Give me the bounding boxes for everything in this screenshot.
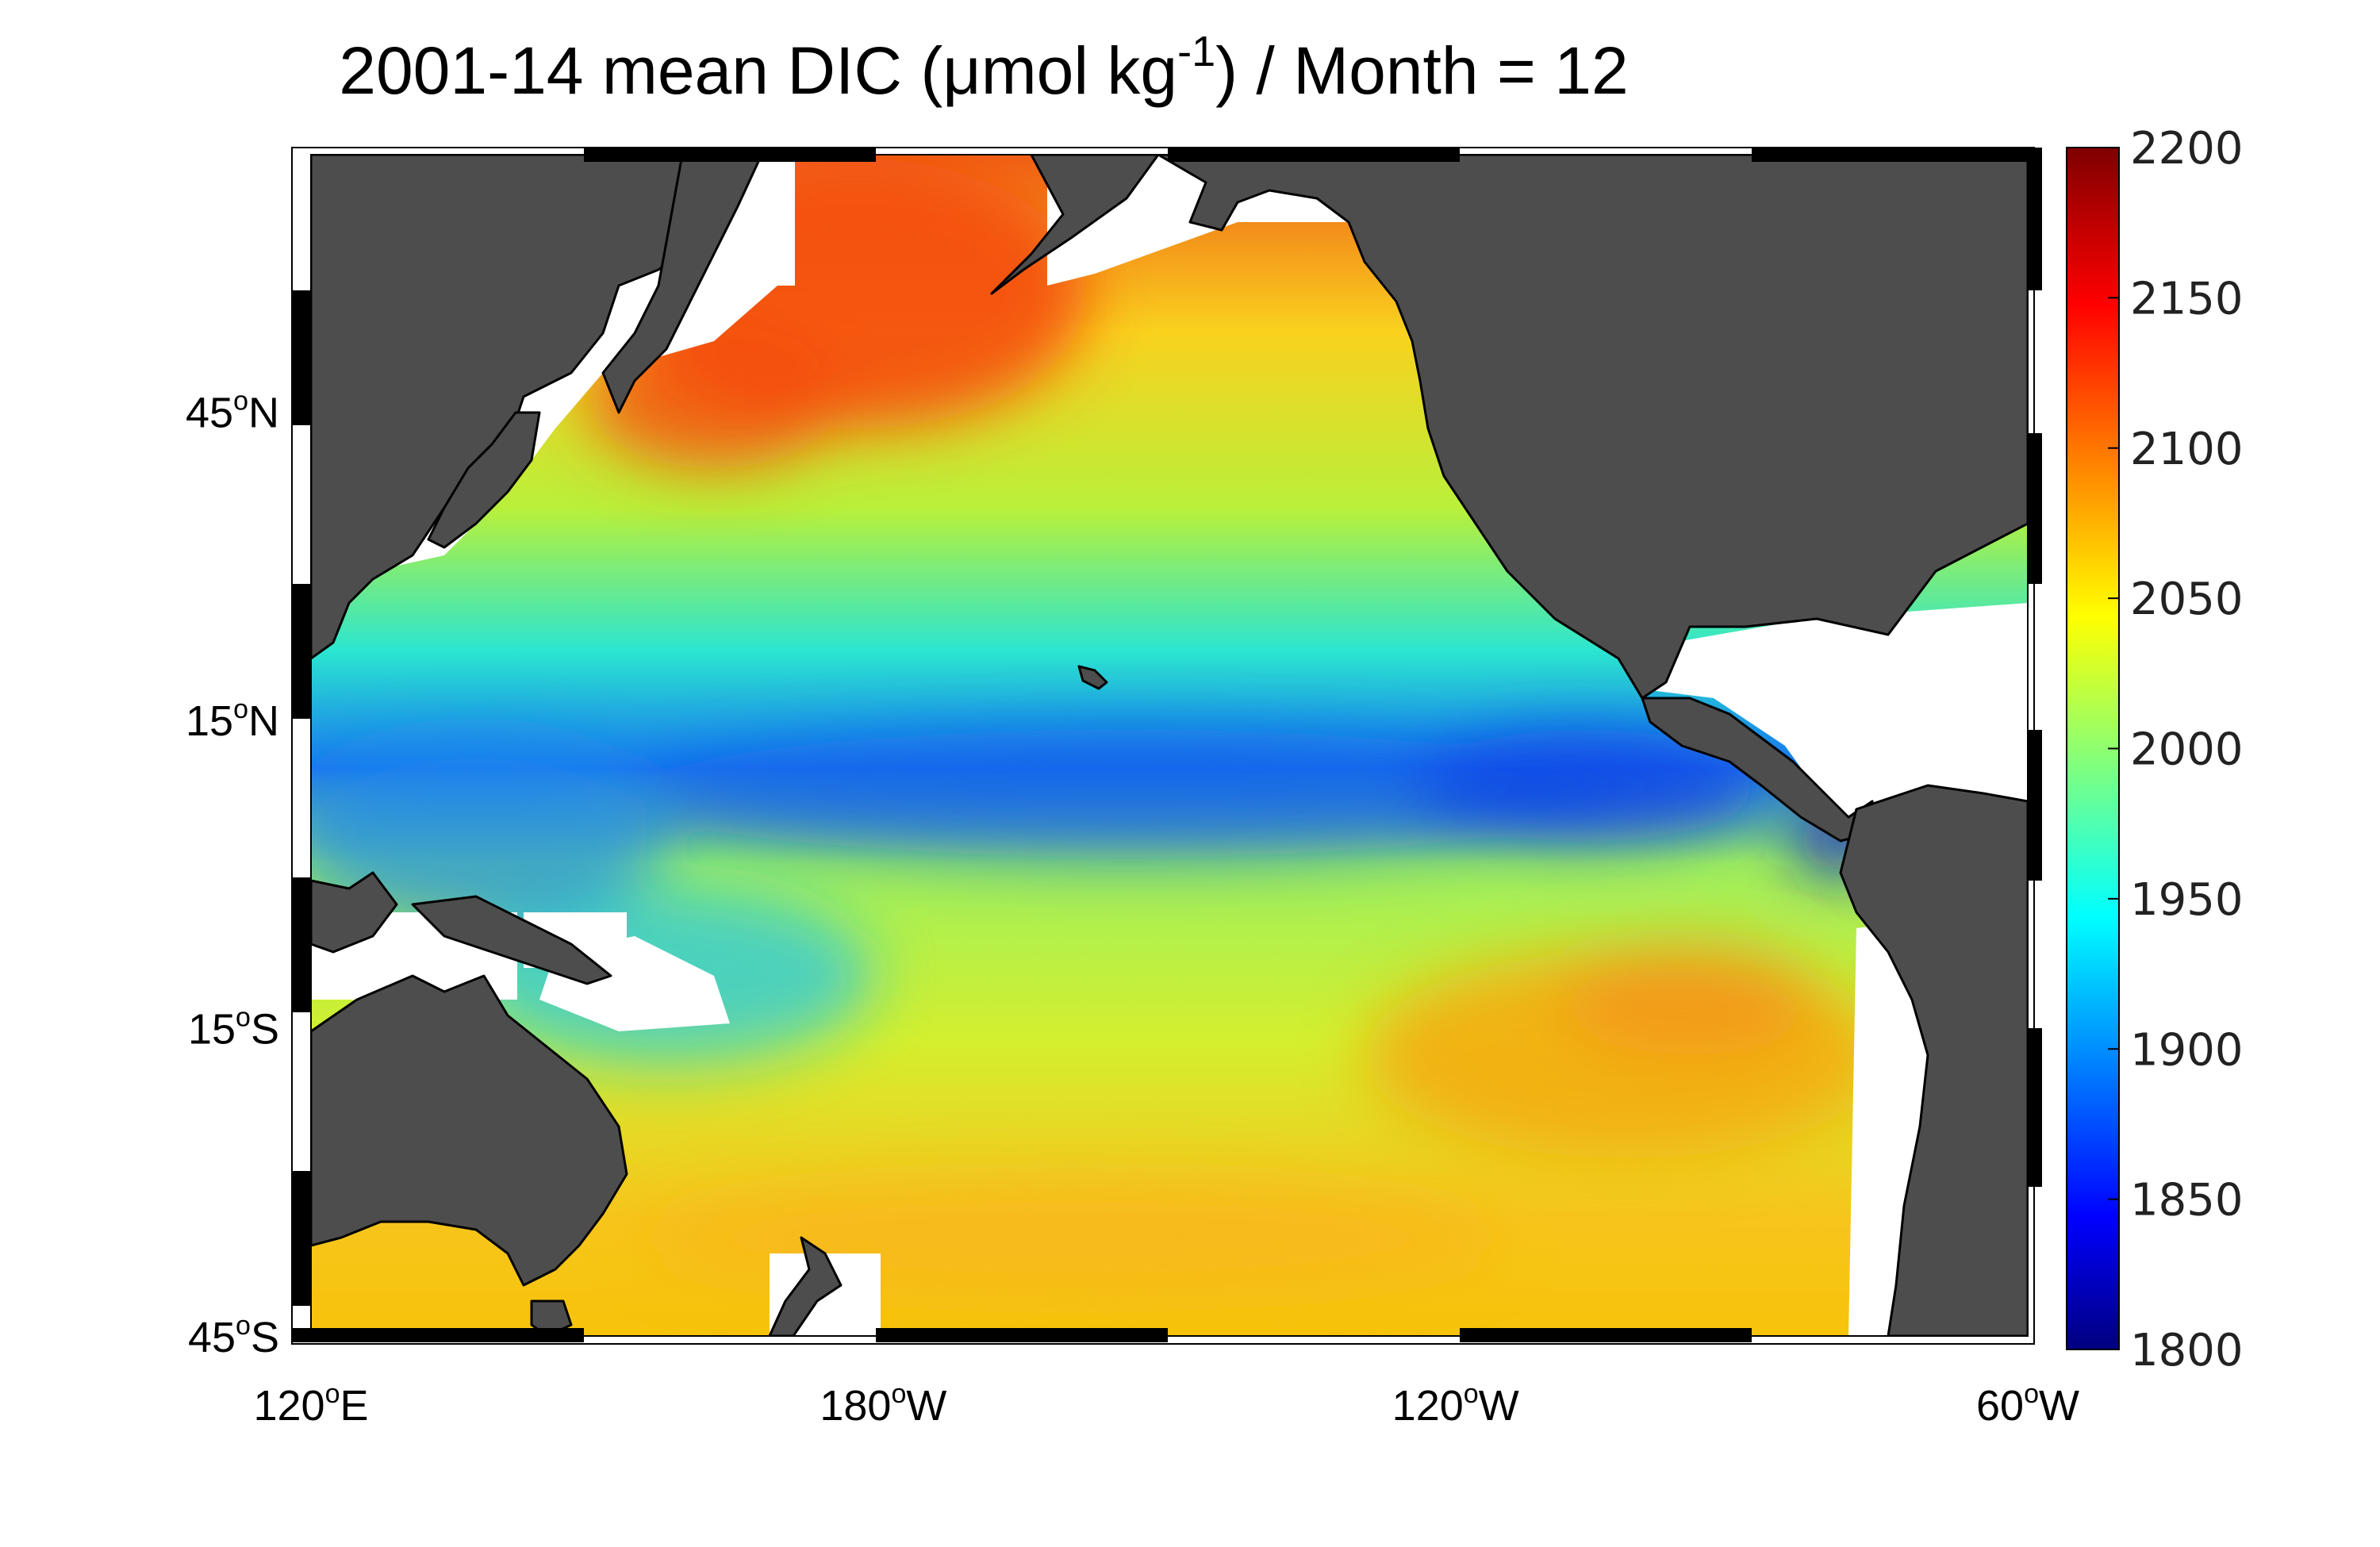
plot-area [311,155,2028,1336]
landmass-japan [427,411,541,549]
landmass-new-zealand [768,1236,843,1336]
colorbar-label-1900: 1900 [2130,1024,2244,1076]
map-title: 2001-14 mean DIC (μmol kg-1) / Month = 1… [301,28,1666,109]
frame-bars [292,148,2042,1342]
colorbar-label-2100: 2100 [2130,424,2244,475]
lat-label-45N: 45oN [186,386,279,437]
lat-label-45S: 45oS [188,1311,279,1361]
land-masses [311,155,2028,1336]
landmass-new-guinea [411,895,612,985]
title-prefix: 2001-14 mean DIC (μmol kg [339,33,1178,108]
colorbar-label-1850: 1850 [2130,1175,2244,1226]
lon-label-120W: 120oW [1392,1379,1519,1430]
colorbar-label-2050: 2050 [2130,574,2244,625]
colorbar-label-2150: 2150 [2130,273,2244,324]
colorbar-label-2000: 2000 [2130,724,2244,776]
lon-label-60W: 60oW [1976,1379,2079,1430]
colorbar-ticks: 2200 2150 2100 2050 2000 1950 1900 1850 1800 [2108,123,2244,1376]
lon-label-120E: 120oE [253,1379,368,1430]
latitude-labels: 45oN 15oN 15oS 45oS [186,386,279,1361]
landmass-australia [311,974,628,1287]
landmass-kamchatka [601,155,763,414]
landmass-borneo-philippines [311,871,398,954]
longitude-labels: 120oE 180oW 120oW 60oW [253,1379,2079,1430]
colorbar-label-1800: 1800 [2130,1325,2244,1376]
landmass-north-america [1157,155,2028,700]
landmass-hawaii [1077,665,1108,690]
colorbar-label-2200: 2200 [2130,123,2244,175]
lat-label-15N: 15oN [186,694,279,745]
colorbar-label-1950: 1950 [2130,874,2244,926]
landmass-alaska [990,155,1160,295]
landmass-south-america [1839,784,2028,1336]
lat-label-15S: 15oS [188,1003,279,1054]
lon-label-180W: 180oW [820,1379,946,1430]
title-suffix: ) / Month = 12 [1215,33,1629,108]
title-exponent: -1 [1177,28,1216,75]
